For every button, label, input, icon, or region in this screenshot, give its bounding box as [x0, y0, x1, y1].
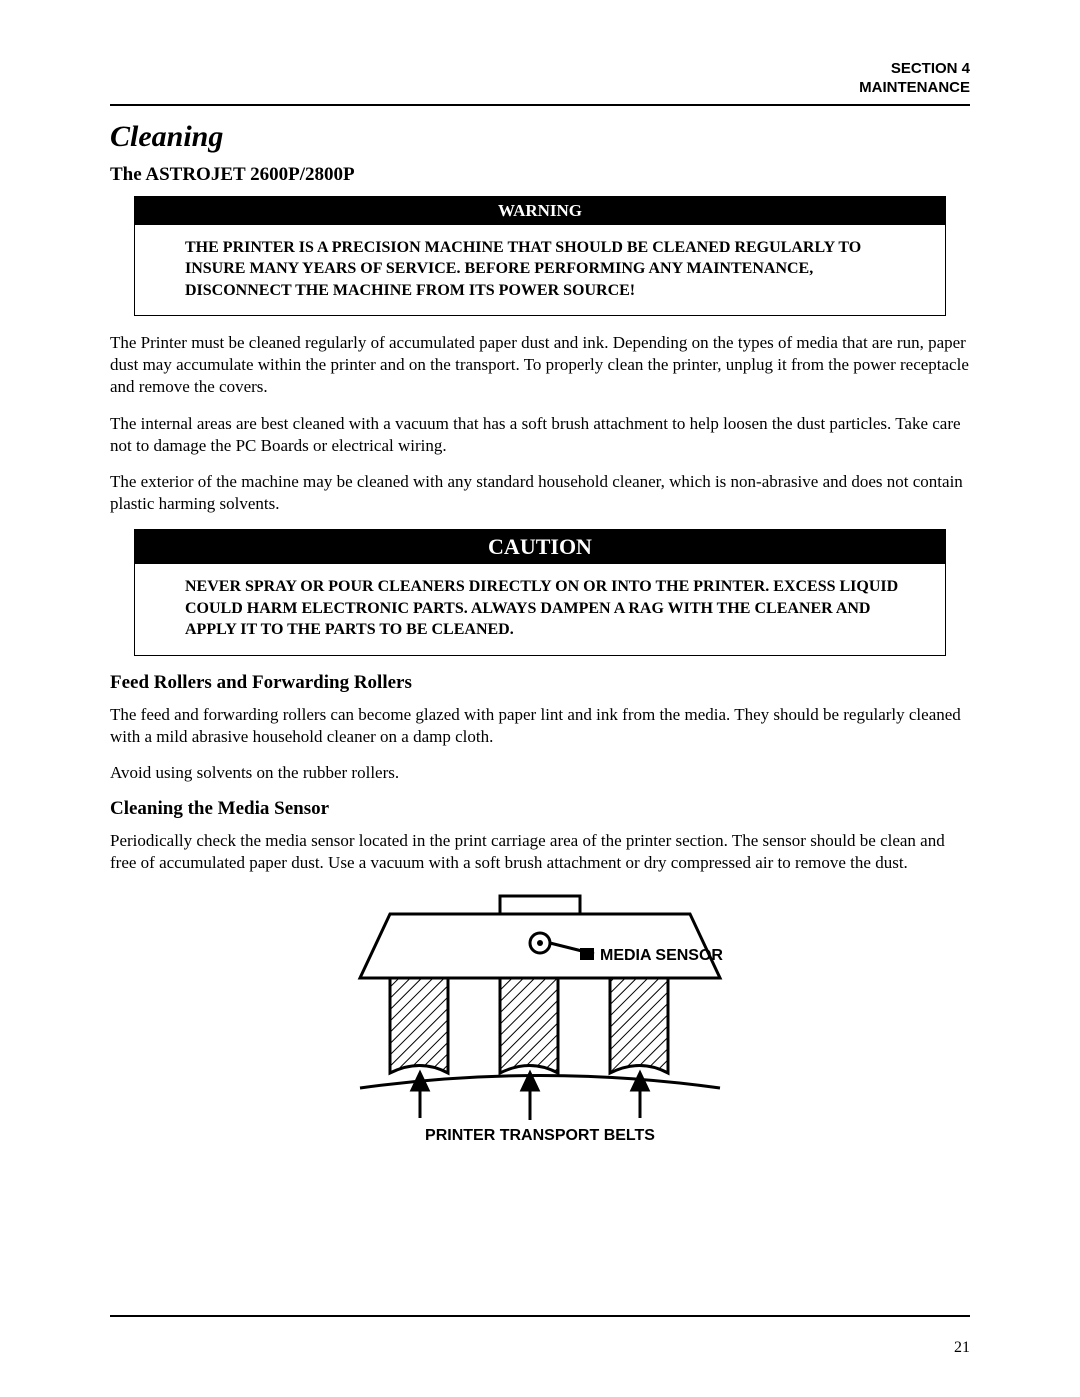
paragraph: Periodically check the media sensor loca… — [110, 830, 970, 874]
warning-body: THE PRINTER IS A PRECISION MACHINE THAT … — [135, 225, 945, 316]
subhead-media-sensor: Cleaning the Media Sensor — [110, 798, 970, 820]
paragraph: The feed and forwarding rollers can beco… — [110, 704, 970, 748]
paragraph: The Printer must be cleaned regularly of… — [110, 332, 970, 398]
header-rule — [110, 104, 970, 106]
caution-body: NEVER SPRAY OR POUR CLEANERS DIRECTLY ON… — [135, 564, 945, 655]
page-title: Cleaning — [110, 120, 970, 154]
subhead-rollers: Feed Rollers and Forwarding Rollers — [110, 672, 970, 694]
figure-label-sensor: MEDIA SENSOR — [600, 947, 723, 964]
paragraph: Avoid using solvents on the rubber rolle… — [110, 762, 970, 784]
section-title: MAINTENANCE — [110, 79, 970, 98]
figure-label-belts: PRINTER TRANSPORT BELTS — [425, 1127, 655, 1144]
media-sensor-figure: MEDIA SENSOR PRINTER TRANSPORT BELTS — [110, 888, 970, 1153]
page-header: SECTION 4 MAINTENANCE — [110, 60, 970, 98]
caution-bar: CAUTION — [135, 530, 945, 564]
subhead-model: The ASTROJET 2600P/2800P — [110, 164, 970, 186]
paragraph: The internal areas are best cleaned with… — [110, 413, 970, 457]
page-number: 21 — [954, 1339, 970, 1357]
warning-bar: WARNING — [135, 197, 945, 225]
section-number: SECTION 4 — [110, 60, 970, 79]
warning-box: WARNING THE PRINTER IS A PRECISION MACHI… — [134, 196, 946, 317]
paragraph: The exterior of the machine may be clean… — [110, 471, 970, 515]
footer-rule — [110, 1315, 970, 1317]
caution-box: CAUTION NEVER SPRAY OR POUR CLEANERS DIR… — [134, 529, 946, 656]
